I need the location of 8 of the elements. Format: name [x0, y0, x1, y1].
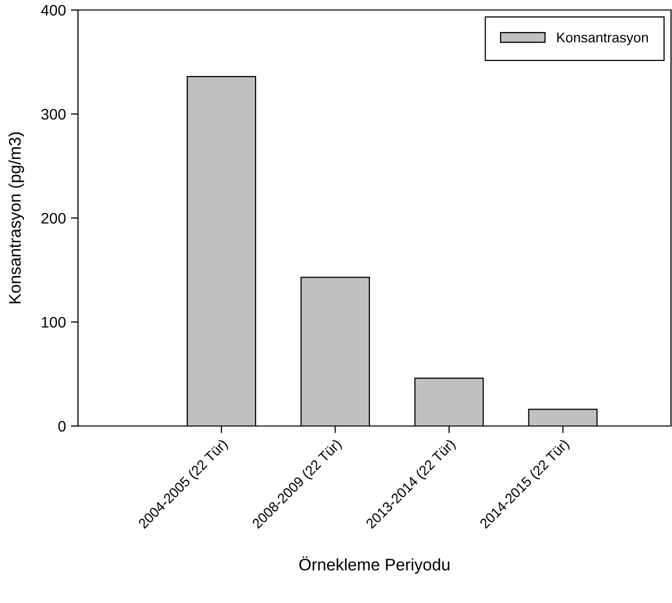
y-tick-label: 100: [42, 316, 66, 328]
y-axis-title: Konsantrasyon (pg/m3): [8, 132, 24, 304]
y-tick-label: 200: [41, 212, 66, 224]
y-tick-label: 0: [58, 420, 66, 432]
x-axis-title: Örnekleme Periyodu: [299, 556, 450, 574]
y-tick-label: 300: [41, 108, 66, 120]
y-tick-label: 400: [41, 4, 66, 16]
legend-label: Konsantrasyon: [557, 32, 648, 46]
